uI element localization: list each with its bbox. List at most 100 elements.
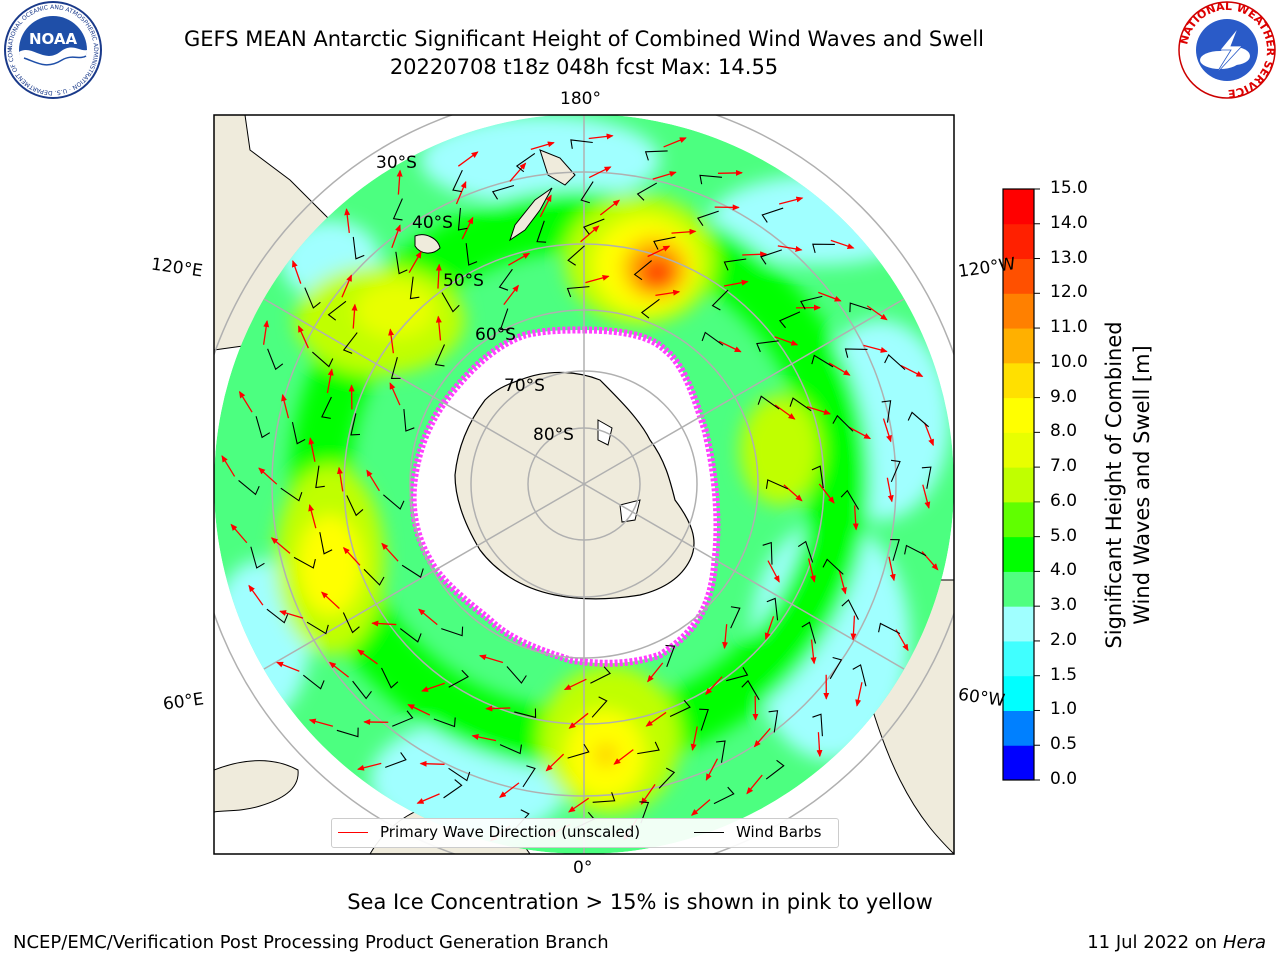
wind-barb (434, 344, 446, 367)
wave-direction-arrow (326, 368, 334, 394)
wind-barb (878, 622, 901, 635)
wave-direction-arrow (774, 404, 796, 420)
wave-direction-arrow (818, 483, 835, 504)
legend-item-primary-wave: Primary Wave Direction (unscaled) (338, 823, 640, 841)
wind-barb (514, 708, 537, 719)
wave-direction-arrow (530, 141, 555, 151)
wind-barb (567, 743, 590, 759)
wave-direction-arrow (508, 252, 531, 266)
wind-barb (713, 786, 735, 805)
wind-barb (633, 260, 652, 281)
wind-barb (644, 150, 668, 161)
wave-direction-arrow (705, 676, 723, 695)
wave-direction-arrow (357, 649, 378, 665)
wave-direction-arrow (810, 639, 817, 665)
wind-barb (346, 495, 364, 517)
wave-direction-arrow (777, 245, 803, 252)
wind-barb (840, 489, 860, 510)
colorbar-tick-label: 0.0 (1050, 769, 1078, 789)
colorbar-tick-label: 4.0 (1050, 560, 1078, 581)
wind-barb (399, 628, 422, 643)
colorbar-segment (1003, 258, 1034, 294)
wind-barb (302, 674, 325, 690)
colorbar-segment (1003, 397, 1034, 433)
wave-direction-arrow (767, 560, 780, 583)
wave-direction-arrow (545, 753, 565, 772)
wind-barb (465, 243, 478, 266)
wave-direction-arrow (308, 437, 316, 462)
colorbar-tick-label: 9.0 (1050, 386, 1078, 407)
wave-direction-arrow (568, 712, 589, 729)
wind-barb (716, 740, 726, 763)
lat-label-30s: 30°S (376, 153, 417, 173)
wind-barb (522, 765, 536, 788)
colorbar-tick-label: 14.0 (1050, 212, 1088, 233)
wind-barb (639, 801, 650, 824)
wind-barb (907, 411, 930, 428)
wind-barb (841, 599, 859, 620)
colorbar-tick-label: 10.0 (1050, 351, 1088, 372)
wave-direction-arrow (647, 245, 671, 258)
wave-direction-arrow (563, 678, 587, 691)
wind-barb (881, 400, 892, 423)
wind-barb (392, 198, 403, 221)
wave-direction-arrow (248, 584, 264, 606)
wave-direction-arrow (455, 180, 467, 205)
wind-barb (409, 276, 420, 300)
wind-barb (832, 414, 854, 432)
antarctica-land (454, 371, 695, 600)
colorbar-tick-label: 1.5 (1050, 664, 1078, 685)
wave-direction-arrow (663, 137, 687, 148)
wave-direction-arrow (828, 362, 851, 376)
wave-direction-arrow (652, 171, 677, 180)
wave-direction-arrow (418, 608, 438, 626)
lat-label-80s: 80°S (533, 425, 574, 445)
wave-direction-arrow (924, 422, 934, 447)
wave-direction-arrow (388, 328, 395, 354)
wind-barb (499, 744, 522, 755)
new-zealand-south (509, 187, 553, 242)
map-frame (213, 114, 955, 855)
colorbar-tick-label: 13.0 (1050, 247, 1088, 268)
wind-barb (765, 759, 785, 780)
colorbar-tick-label: 0.5 (1050, 734, 1078, 755)
legend-swatch-wind-barbs (694, 832, 724, 833)
wave-direction-arrow (435, 263, 442, 289)
colorbar-segment (1003, 328, 1034, 364)
wind-barb (441, 626, 464, 637)
wind-barb (580, 181, 594, 204)
wind-barb (352, 236, 365, 260)
wind-barb (506, 666, 527, 684)
wind-barb (800, 295, 823, 310)
wind-barb (730, 606, 741, 629)
wave-direction-arrow (471, 733, 497, 742)
wave-direction-arrow (848, 426, 872, 440)
colorbar-segment (1003, 675, 1034, 711)
wind-barb (280, 487, 303, 502)
colorbar-tick-label: 3.0 (1050, 595, 1078, 616)
wave-direction-arrow (381, 542, 399, 562)
wind-barb (327, 300, 347, 321)
wind-barb (238, 479, 260, 496)
wind-barb (760, 249, 782, 265)
wave-direction-arrow (850, 615, 857, 641)
lat-label-40s: 40°S (412, 213, 453, 233)
wind-barb (812, 713, 823, 737)
wave-direction-arrow (783, 484, 803, 502)
wind-barb (567, 245, 585, 266)
wind-barb (766, 597, 779, 621)
wind-barb (291, 422, 306, 445)
colorbar-tick-label: 8.0 (1050, 421, 1078, 442)
wave-direction-arrow (671, 228, 697, 235)
wind-barb (822, 558, 844, 575)
wave-direction-arrow (888, 556, 896, 582)
wind-barb (789, 397, 812, 412)
wind-barb (312, 351, 334, 368)
wind-barb (515, 152, 536, 173)
wind-barb (653, 236, 676, 250)
colorbar-tick-label: 12.0 (1050, 282, 1088, 303)
lon-label-0: 0° (573, 858, 593, 878)
legend-item-wind-barbs: Wind Barbs (694, 823, 821, 841)
wave-direction-arrow (270, 537, 291, 554)
